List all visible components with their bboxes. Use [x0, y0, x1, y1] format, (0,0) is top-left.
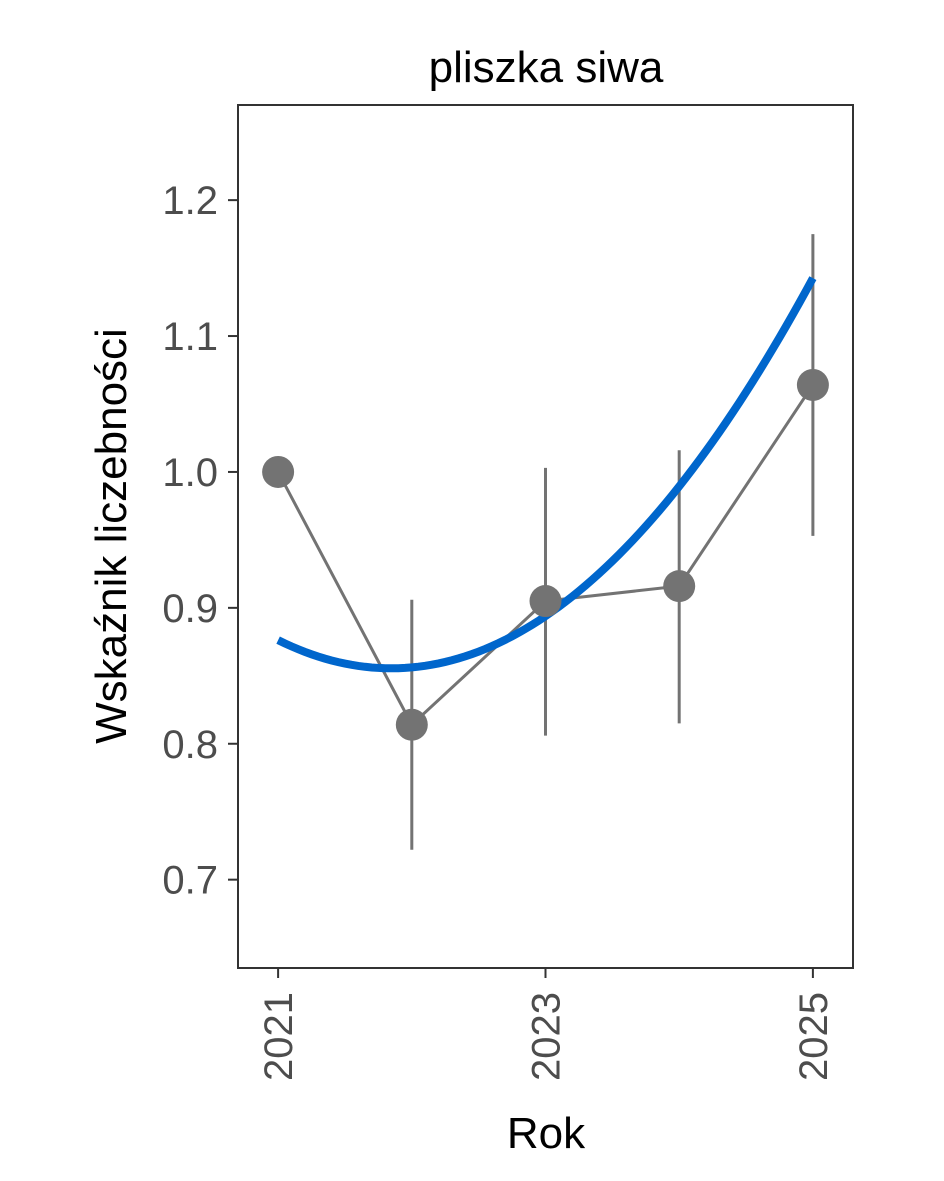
- y-tick-label: 0.7: [162, 859, 218, 903]
- y-tick-label: 1.1: [162, 315, 218, 359]
- data-point: [663, 570, 696, 603]
- x-tick-label: 2023: [525, 992, 569, 1081]
- data-point: [796, 368, 829, 401]
- chart-title: pliszka siwa: [429, 43, 664, 92]
- data-point: [395, 708, 428, 741]
- y-tick-label: 0.9: [162, 587, 218, 631]
- y-tick-label: 0.8: [162, 723, 218, 767]
- x-axis: 2021 2023 2025: [257, 968, 836, 1081]
- y-axis-title: Wskaźnik liczebności: [87, 328, 136, 744]
- data-point: [529, 585, 562, 618]
- x-tick-label: 2021: [257, 992, 301, 1081]
- y-tick-label: 1.2: [162, 179, 218, 223]
- data-point: [262, 455, 295, 488]
- y-axis: 0.7 0.8 0.9 1.0 1.1 1.2: [162, 179, 238, 903]
- plot-area: [262, 234, 829, 850]
- x-tick-label: 2025: [792, 992, 836, 1081]
- y-tick-label: 1.0: [162, 451, 218, 495]
- x-axis-title: Rok: [507, 1109, 586, 1158]
